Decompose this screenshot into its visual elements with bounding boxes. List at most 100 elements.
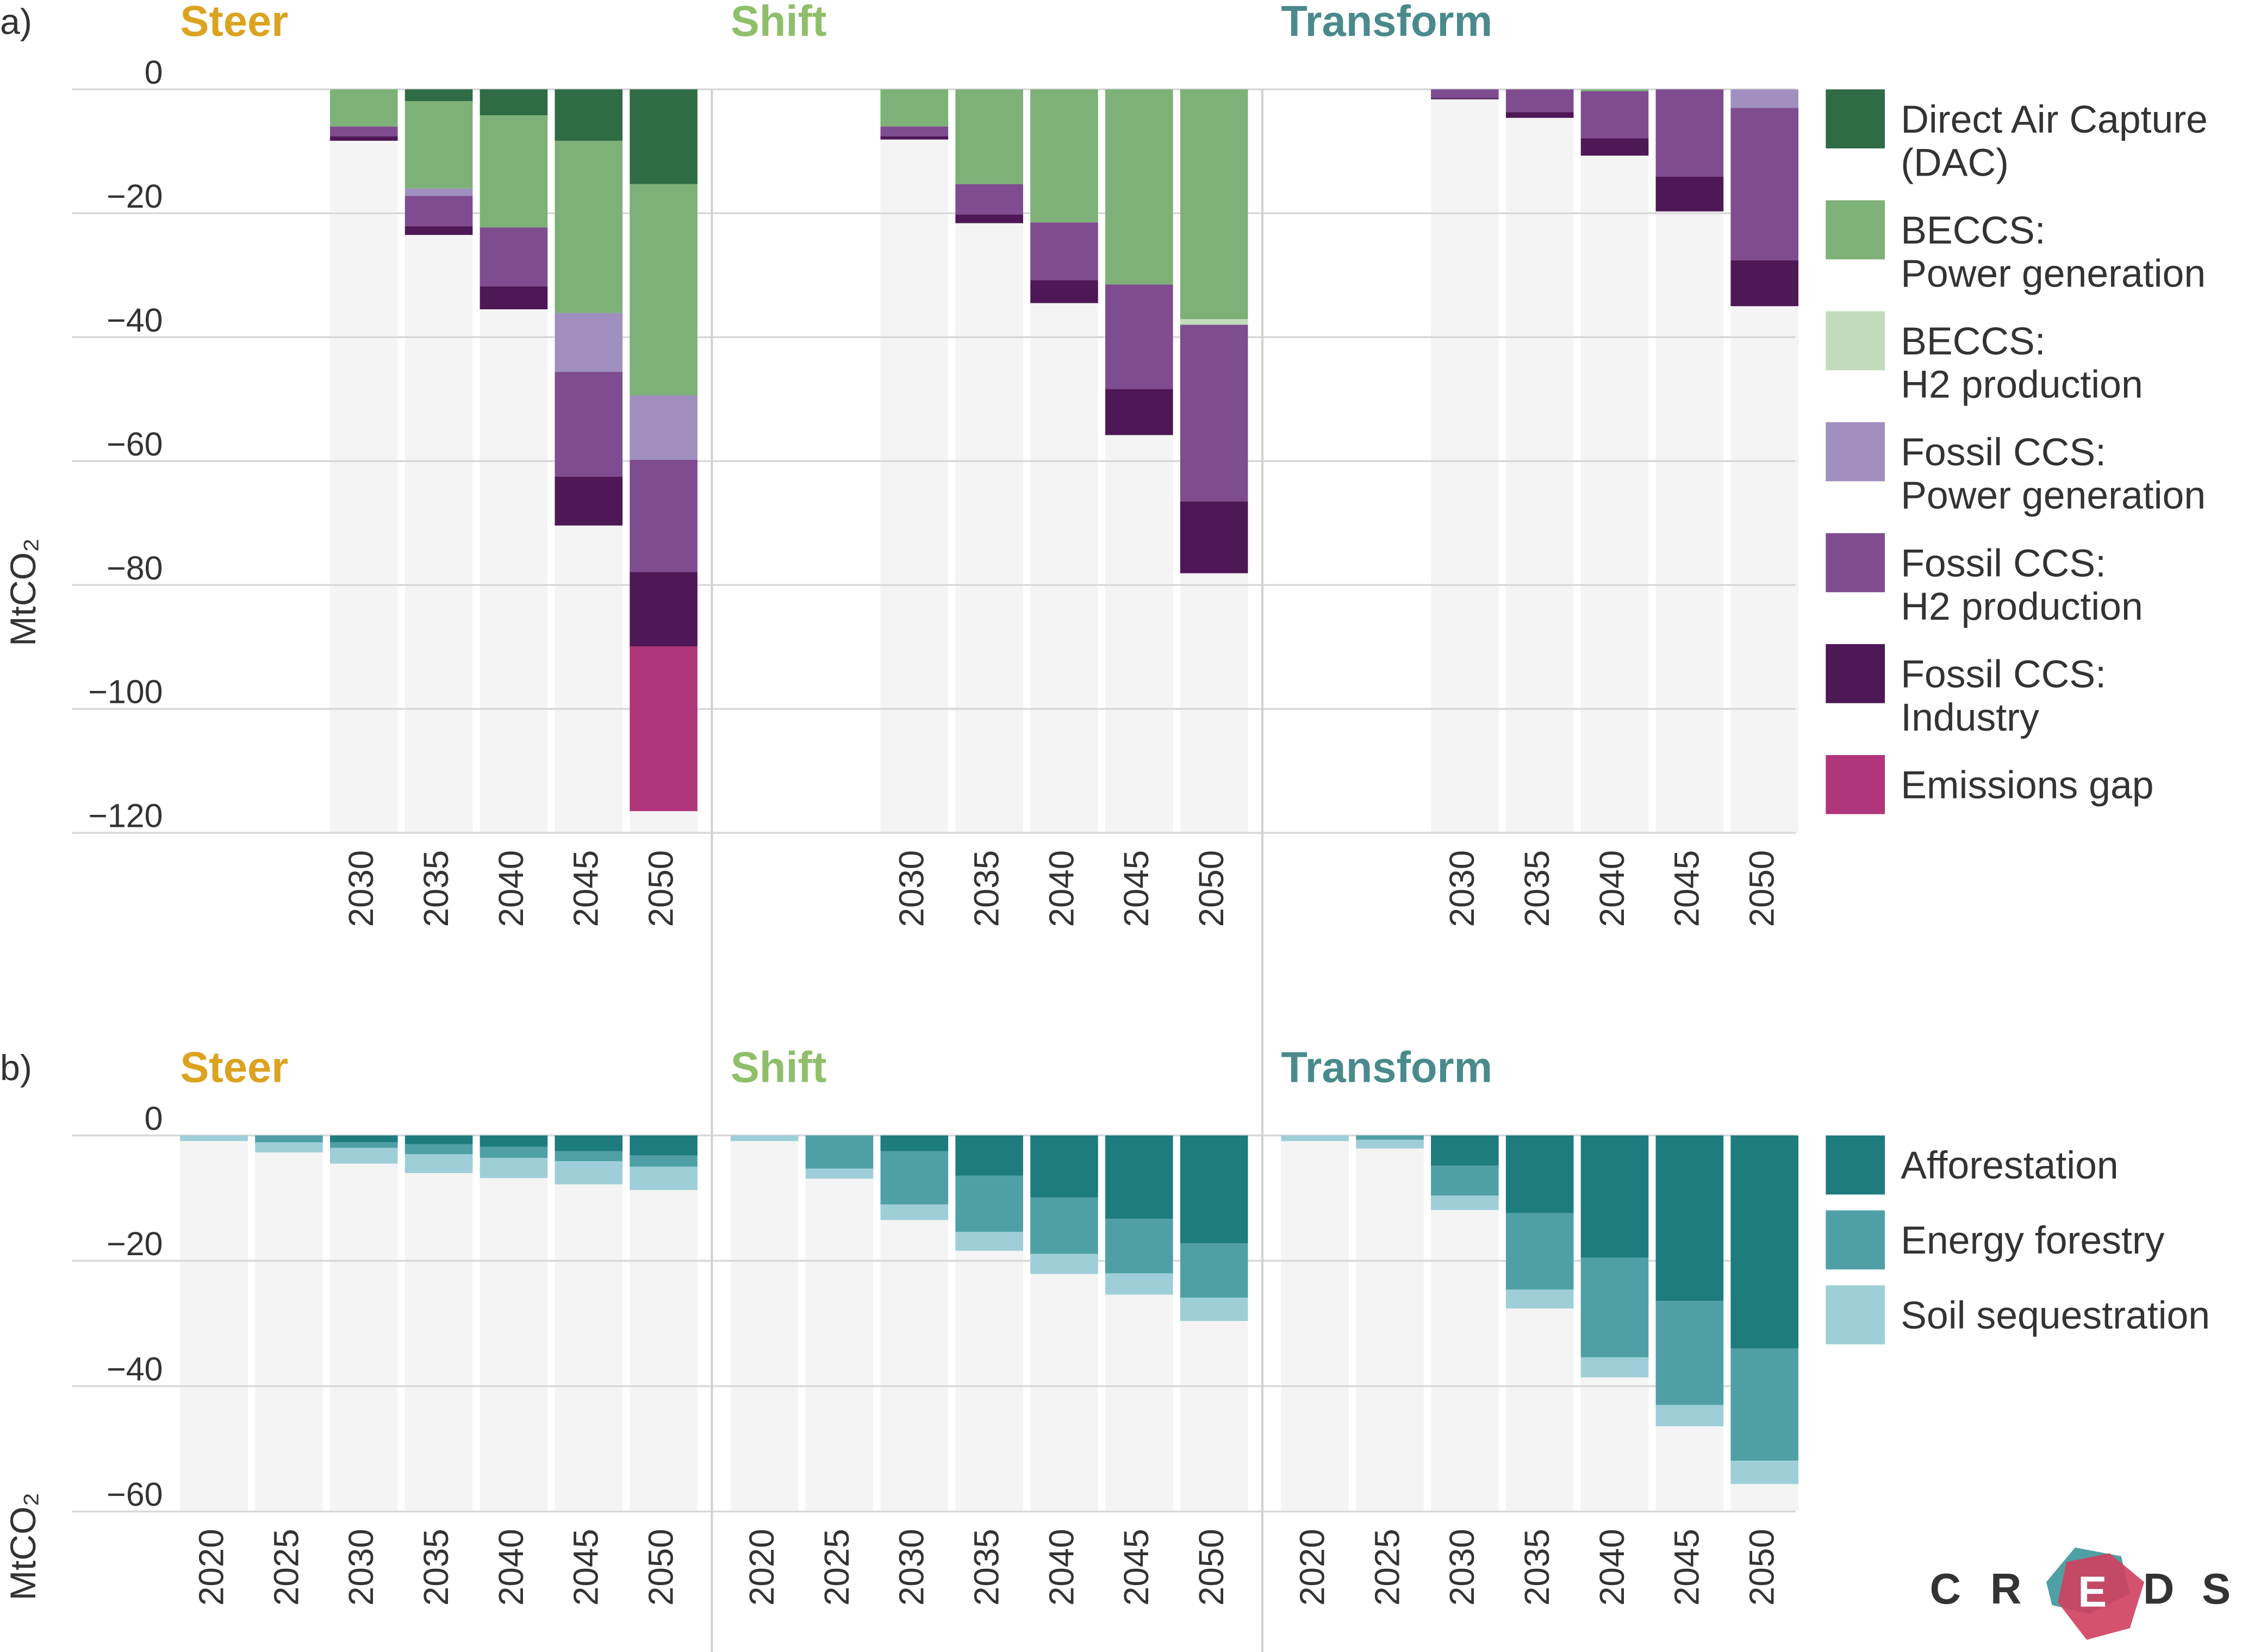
logo-shape (2058, 1553, 2145, 1640)
bar-segment (1580, 1135, 1649, 1258)
bar-segment (1505, 1213, 1574, 1290)
logo: C R E D S (1930, 1547, 2231, 1640)
y-tick-label: −20 (107, 1225, 163, 1262)
bar-segment (1655, 177, 1724, 211)
bar-segment (805, 1168, 874, 1179)
bar-segment (555, 372, 623, 477)
bar-segment (329, 1135, 398, 1143)
separators (711, 89, 1263, 1652)
y-tick-label: −60 (107, 1476, 163, 1513)
panel-title: Transform (1281, 0, 1492, 45)
legend-swatch (1826, 755, 1885, 814)
bar-segment (1030, 89, 1098, 223)
bar-segment (480, 1135, 548, 1147)
bar-segment (1730, 1348, 1798, 1461)
legend-label: BECCS: Power generation (1901, 209, 2206, 296)
bar-segment (1180, 1135, 1248, 1244)
legend-swatch (1826, 311, 1885, 371)
bar-segment (1180, 319, 1248, 325)
bar-segment (480, 1146, 548, 1158)
column-bg (255, 1135, 323, 1512)
legend-entry: BECCS: H2 production (1901, 320, 2143, 407)
y-tick-label: −60 (107, 426, 163, 463)
legend-label: Fossil CCS: H2 production (1901, 541, 2143, 628)
bar-segment (1105, 1135, 1173, 1219)
panel-title: Steer (180, 1043, 288, 1091)
bar-segment (480, 227, 548, 286)
bar-segment (255, 1135, 323, 1143)
bar-segment (555, 1135, 623, 1151)
legend-swatch (1826, 422, 1885, 482)
bar-segment (1030, 1135, 1098, 1198)
panel-title: Shift (731, 0, 827, 45)
legend-entry: Energy forestry (1901, 1219, 2164, 1262)
x-tick-label: 2040 (1042, 1529, 1081, 1606)
column-bg (480, 1135, 548, 1512)
bar-segment (1431, 98, 1499, 99)
legend-entry: BECCS: Power generation (1901, 209, 2206, 296)
x-tick-label: 2050 (1192, 850, 1231, 927)
x-tick-label: 2045 (567, 850, 606, 927)
bar-segment (1655, 89, 1724, 177)
bar-segment (404, 226, 473, 235)
legend-swatch (1826, 89, 1885, 149)
bar-segment (1580, 89, 1649, 91)
bar-segment (1730, 108, 1798, 260)
panel-title: Shift (731, 1043, 827, 1091)
bar-segment (630, 1155, 698, 1167)
legend-entry: Fossil CCS: H2 production (1901, 541, 2143, 628)
y-tick-label: −100 (88, 674, 163, 710)
bar-segment (1105, 1219, 1173, 1274)
bar-segment (1180, 89, 1248, 320)
y-tick-label: −120 (88, 797, 163, 834)
bar-segment (555, 89, 623, 141)
panel-title: Transform (1281, 1043, 1492, 1091)
bar-segment (880, 1151, 949, 1205)
bar-segment (1505, 1135, 1574, 1213)
bar-segment (955, 1175, 1023, 1232)
legend-entry: Soil sequestration (1901, 1294, 2210, 1337)
x-tick-label: 2020 (743, 1529, 781, 1606)
legend-entry: Emissions gap (1901, 764, 2153, 807)
bar-segment (329, 136, 398, 141)
x-tick-label: 2040 (492, 1529, 531, 1606)
legend-label: Afforestation (1901, 1144, 2119, 1188)
x-tick-label: 2035 (417, 1529, 456, 1606)
x-tick-label: 2030 (1443, 850, 1481, 927)
legend-entry: Direct Air Capture (DAC) (1901, 98, 2208, 184)
y-tick-label: −40 (107, 1351, 163, 1388)
legend-label: Fossil CCS: Industry (1901, 652, 2106, 739)
bar-segment (1030, 222, 1098, 280)
x-tick-label: 2020 (1293, 1529, 1332, 1606)
bar-segment (630, 89, 698, 184)
panel-label: b) (0, 1048, 32, 1088)
legend-entry: Fossil CCS: Industry (1901, 652, 2106, 739)
bar-segment (955, 89, 1023, 184)
bar-segment (1180, 1243, 1248, 1298)
bar-segment (1105, 389, 1173, 435)
legend-entry: Fossil CCS: Power generation (1901, 431, 2206, 518)
x-tick-label: 2045 (1668, 1529, 1707, 1606)
column-bg (329, 1135, 398, 1512)
logo-letter: D (2143, 1564, 2174, 1613)
legend-label: BECCS: H2 production (1901, 320, 2143, 407)
legend-swatch (1826, 200, 1885, 260)
bar-segment (555, 476, 623, 526)
y-tick-label: −80 (107, 550, 163, 587)
y-tick-label: 0 (145, 54, 163, 91)
bar-segment (329, 1142, 398, 1148)
bar-segment (1180, 325, 1248, 502)
bar-segment (1730, 1135, 1798, 1349)
y-axis-label: MtCO₂ (3, 538, 43, 646)
y-tick-label: −20 (107, 178, 163, 215)
column-bg (630, 1135, 698, 1512)
x-tick-label: 2040 (492, 850, 531, 927)
x-tick-label: 2045 (1117, 1529, 1156, 1606)
bar-segment (1030, 1254, 1098, 1274)
bar-segment (880, 1135, 949, 1151)
y-tick-label: 0 (145, 1100, 163, 1137)
bar-segment (630, 395, 698, 460)
x-tick-label: 2050 (1743, 850, 1782, 927)
logo-letter: E (2078, 1567, 2107, 1616)
